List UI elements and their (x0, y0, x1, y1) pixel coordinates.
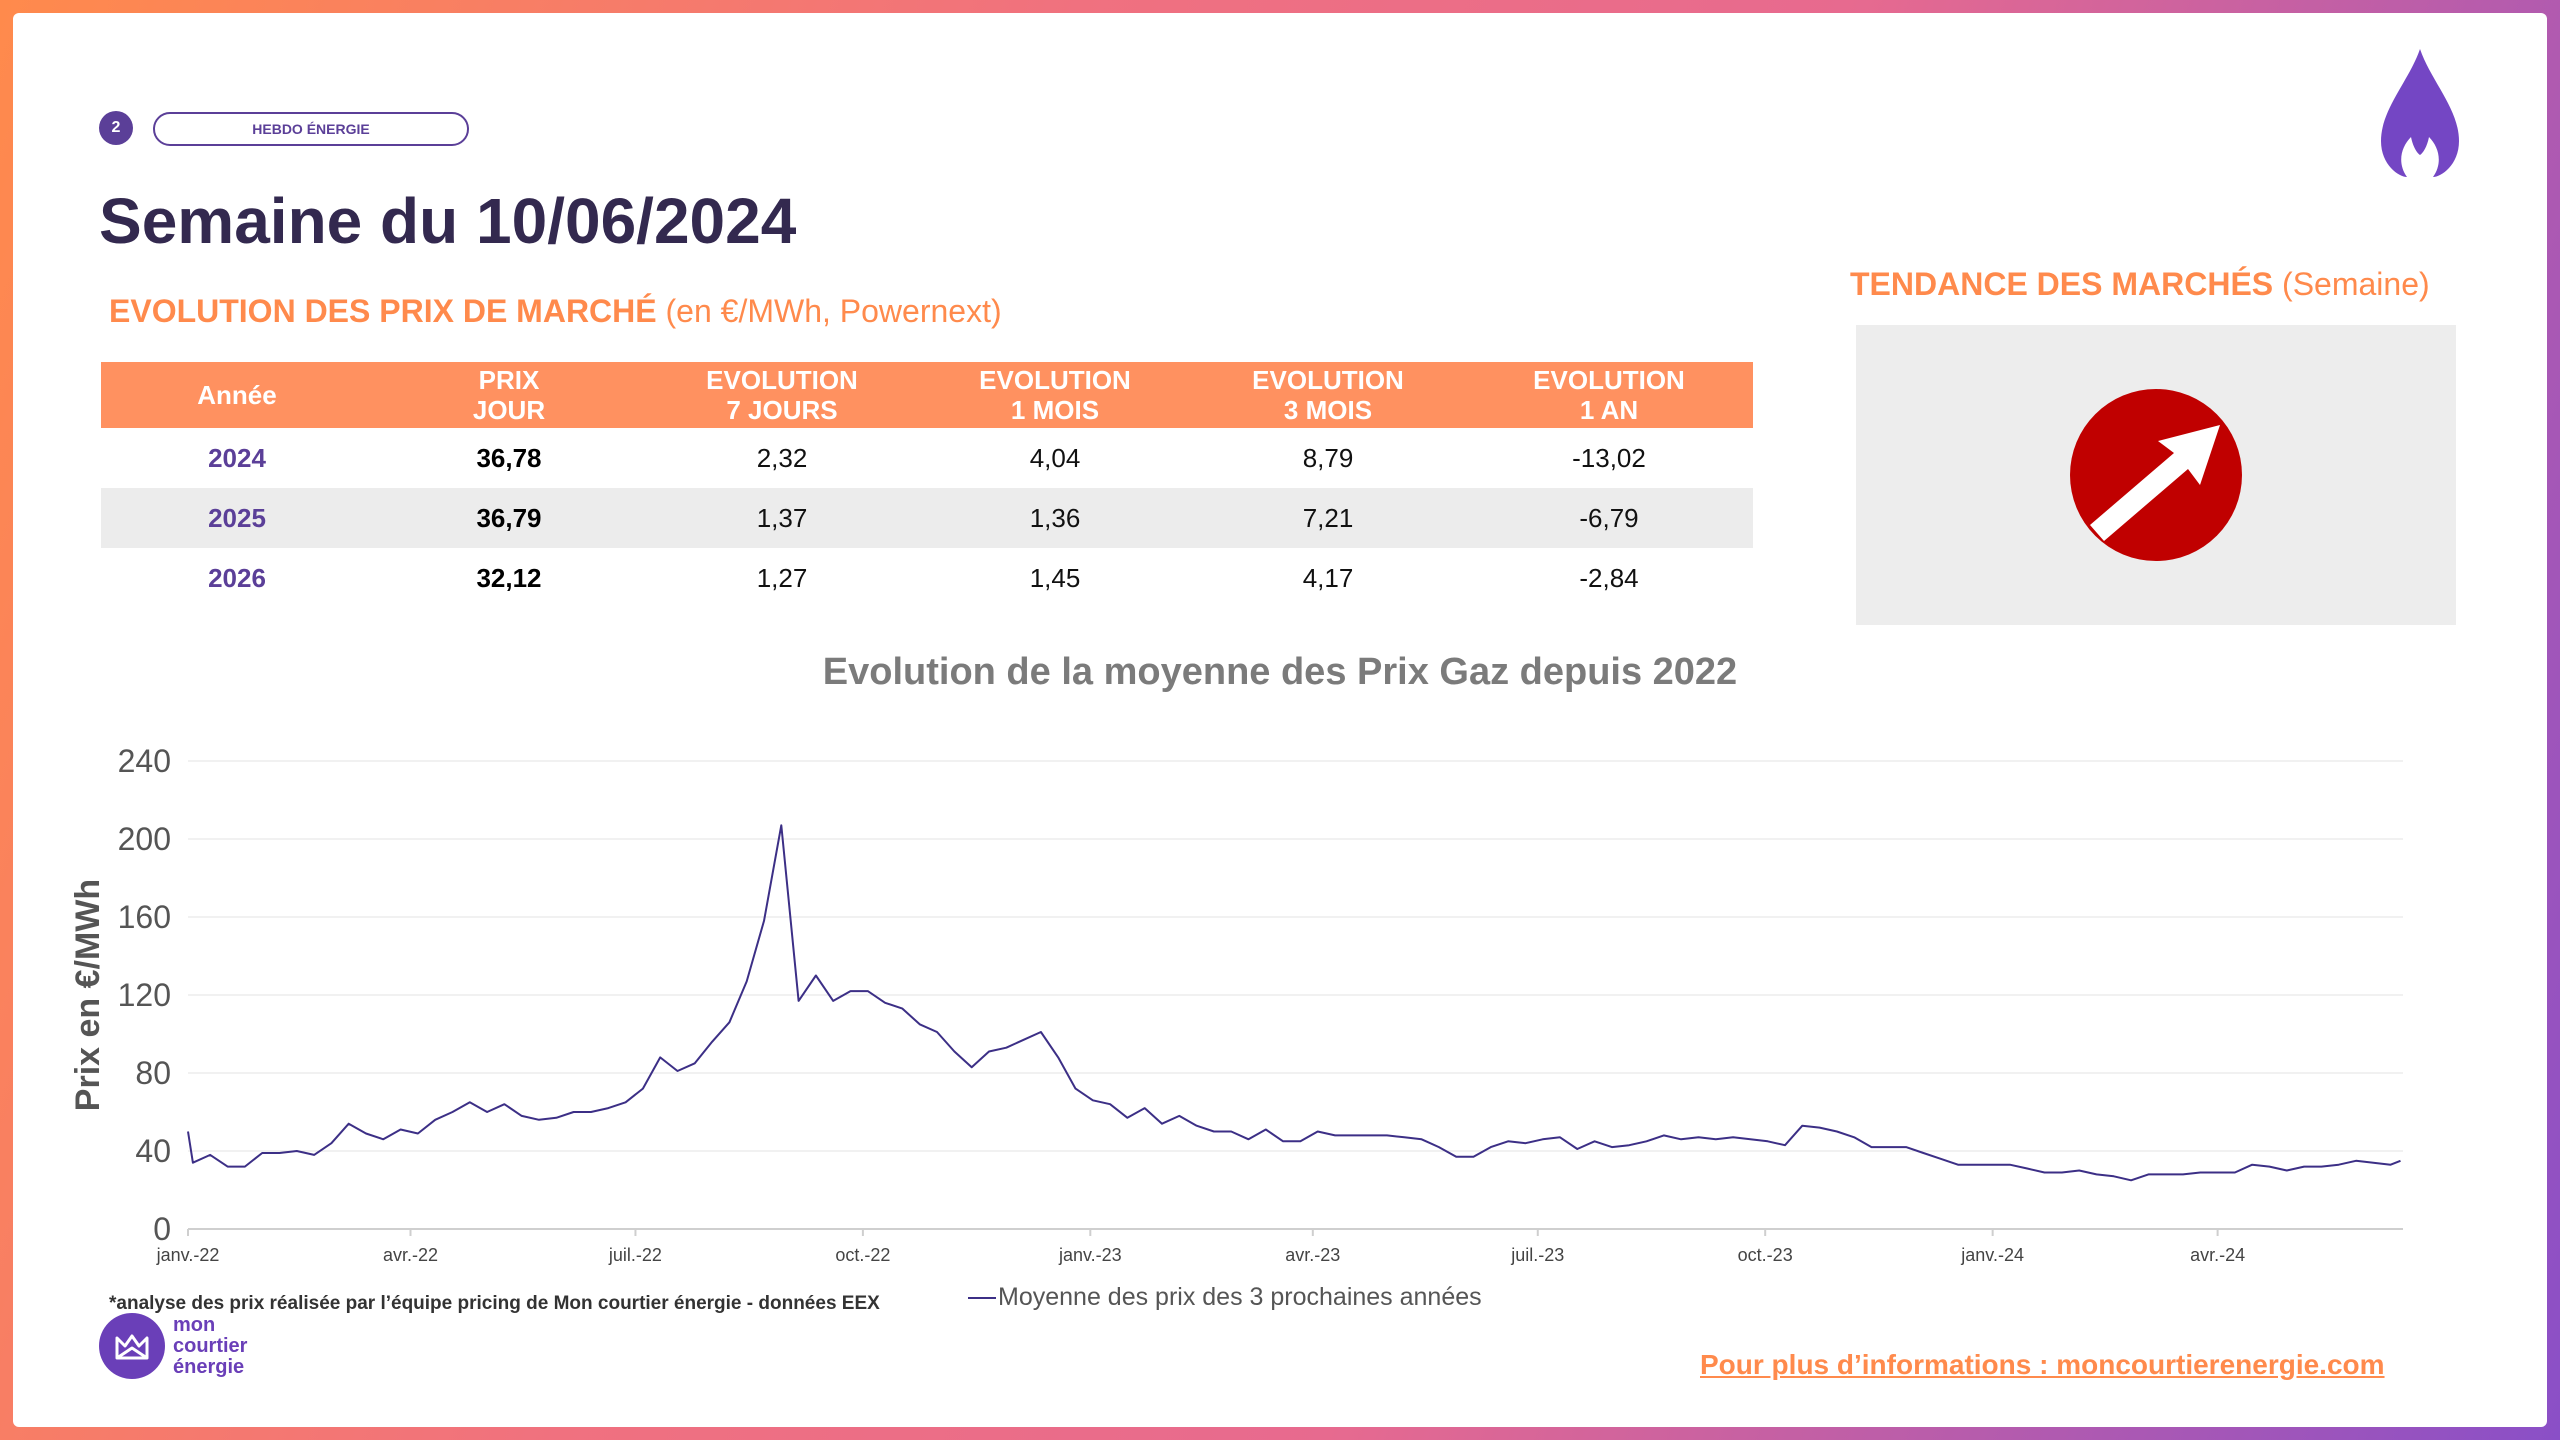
evolution-cell: 1,27 (756, 562, 808, 593)
x-tick-label: oct.-23 (1738, 1245, 1793, 1265)
page-number-badge: 2 (99, 111, 133, 145)
page-number: 2 (111, 119, 121, 136)
price-line-chart: 0 40 80 120 160 200 240 janv.-22 avr.-22 juil.-22… (69, 743, 2403, 1265)
series-line (187, 824, 2401, 1182)
x-tick-label: avr.-22 (383, 1245, 438, 1265)
column-header-line: EVOLUTION (706, 365, 858, 395)
table-subtitle-highlight: EVOLUTION DES PRIX DE MARCHÉ (109, 293, 657, 329)
price-cell: 32,12 (476, 562, 542, 593)
evolution-cell: -6,79 (1465, 488, 1753, 548)
x-tick-label: juil.-23 (1510, 1245, 1564, 1265)
column-header: EVOLUTION 7 JOURS (645, 362, 919, 428)
logo-badge (99, 1313, 165, 1379)
chart-legend: Moyenne des prix des 3 prochaines années (968, 1283, 1482, 1312)
column-header: EVOLUTION 3 MOIS (1191, 362, 1465, 428)
logo-text: mon courtier énergie (173, 1313, 248, 1378)
trend-title: TENDANCE DES MARCHÉS (Semaine) (1850, 268, 2430, 300)
evolution-cell: 4,04 (1029, 442, 1081, 473)
column-header: Année (101, 362, 373, 428)
x-tick-label: janv.-23 (1058, 1245, 1122, 1265)
evolution-cell: 1,36 (919, 488, 1191, 548)
y-tick-label: 40 (135, 1133, 171, 1169)
legend-swatch (968, 1296, 996, 1299)
column-header-line: 3 MOIS (1283, 395, 1373, 425)
logo-line: mon (173, 1313, 216, 1336)
evolution-cell: -2,84 (1579, 562, 1639, 593)
evolution-cell: 7,21 (1191, 488, 1465, 548)
evolution-cell: -13,02 (1572, 442, 1646, 473)
table-row: 2026 32,12 1,27 1,45 4,17 -2,84 (101, 548, 1753, 608)
trend-panel (1856, 325, 2456, 625)
legend-label: Moyenne des prix des 3 prochaines années (998, 1283, 1482, 1311)
table-subtitle: EVOLUTION DES PRIX DE MARCHÉ (en €/MWh, … (109, 295, 1002, 327)
brand-logo: mon courtier énergie (99, 1313, 247, 1379)
x-tick-label: avr.-24 (2190, 1245, 2245, 1265)
footnote: *analyse des prix réalisée par l’équipe … (109, 1293, 880, 1314)
evolution-cell: 8,79 (1302, 442, 1354, 473)
column-header-line: 1 MOIS (1010, 395, 1100, 425)
envelope-crown-icon (115, 1334, 149, 1360)
y-tick-label: 0 (153, 1211, 171, 1247)
price-cell: 36,78 (476, 442, 542, 473)
column-header-line: EVOLUTION (1252, 365, 1404, 395)
x-tick-label: juil.-22 (608, 1245, 662, 1265)
column-header-line: PRIX (478, 365, 540, 395)
x-tick-label: oct.-22 (835, 1245, 890, 1265)
price-cell: 36,79 (373, 488, 645, 548)
flame-icon (2381, 49, 2459, 177)
column-header: EVOLUTION 1 MOIS (919, 362, 1191, 428)
price-table: Année PRIX JOUR EVOLUTION 7 JOURS EVOLUTION 1 … (101, 362, 1753, 608)
table-body: 2024 36,78 2,32 4,04 8,79 -13,02 2025 36,79 1,37… (101, 428, 1753, 608)
year-cell: 2024 (208, 442, 266, 473)
table-subtitle-units: (en €/MWh, Powernext) (665, 293, 1002, 329)
column-header-line: EVOLUTION (979, 365, 1131, 395)
section-tag: HEBDO ÉNERGIE (153, 112, 469, 146)
y-tick-label: 80 (135, 1055, 171, 1091)
table-row: 2024 36,78 2,32 4,04 8,79 -13,02 (101, 428, 1753, 488)
table-row: 2025 36,79 1,37 1,36 7,21 -6,79 (101, 488, 1753, 548)
chart-title: Evolution de la moyenne des Prix Gaz dep… (822, 651, 1738, 693)
evolution-cell: 2,32 (756, 442, 808, 473)
x-tick-label: janv.-24 (1960, 1245, 2024, 1265)
arrow-up-right-icon (2070, 389, 2242, 561)
x-tick-label: janv.-22 (156, 1245, 220, 1265)
evolution-cell: 1,37 (645, 488, 919, 548)
website-link[interactable]: Pour plus d’informations : moncourtieren… (1700, 1349, 2385, 1380)
column-header-line: EVOLUTION (1533, 365, 1685, 395)
trend-title-period: (Semaine) (2282, 266, 2430, 302)
x-tick-label: avr.-23 (1285, 1245, 1340, 1265)
page-title: Semaine du 10/06/2024 (99, 185, 797, 257)
column-header-line: Année (197, 380, 277, 410)
column-header: EVOLUTION 1 AN (1465, 362, 1753, 428)
logo-line: courtier (173, 1334, 248, 1357)
trend-title-highlight: TENDANCE DES MARCHÉS (1850, 266, 2274, 302)
year-cell: 2026 (208, 562, 266, 593)
y-axis-label: Prix en €/MWh (69, 879, 107, 1111)
column-header-line: 1 AN (1579, 395, 1639, 425)
year-cell: 2025 (101, 488, 373, 548)
table-header-row: Année PRIX JOUR EVOLUTION 7 JOURS EVOLUTION 1 … (101, 362, 1753, 428)
y-tick-label: 200 (118, 821, 171, 857)
y-tick-label: 240 (118, 743, 171, 779)
y-tick-label: 120 (118, 977, 171, 1013)
evolution-cell: 1,45 (1029, 562, 1081, 593)
column-header-line: JOUR (472, 395, 546, 425)
column-header: PRIX JOUR (373, 362, 645, 428)
slide: 2 HEBDO ÉNERGIE Semaine du 10/06/2024 EV… (13, 13, 2547, 1427)
evolution-cell: 4,17 (1302, 562, 1354, 593)
logo-line: énergie (173, 1355, 245, 1378)
column-header-line: 7 JOURS (726, 395, 838, 425)
y-tick-label: 160 (118, 899, 171, 935)
